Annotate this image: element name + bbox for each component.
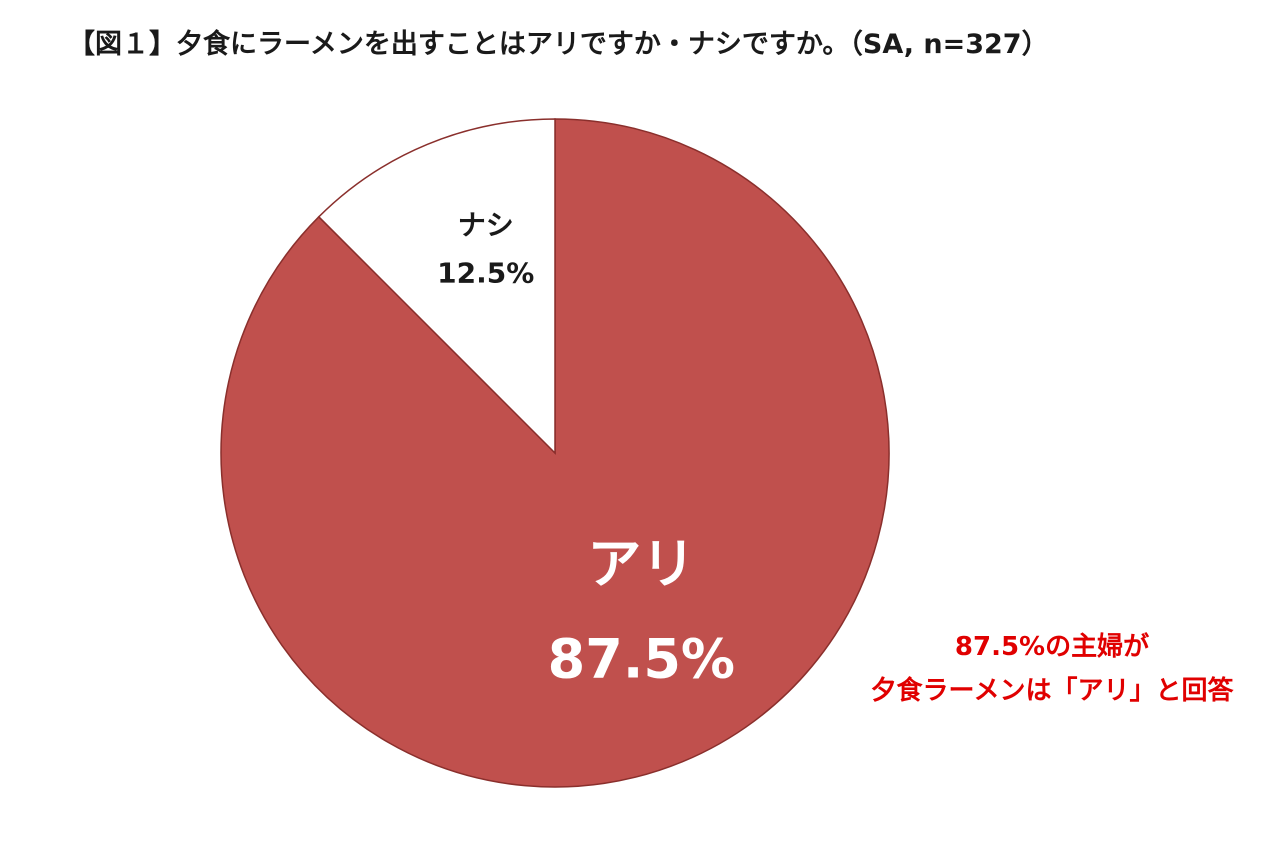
slice-label-nashi: ナシ (458, 208, 514, 241)
pie-slice-nashi (317, 118, 556, 455)
chart-title: 【図１】夕食にラーメンを出すことはアリですか・ナシですか。（SA, n=327） (68, 29, 1049, 60)
slice-value-ari: 87.5% (548, 628, 735, 691)
slice-value-nashi: 12.5% (437, 256, 534, 289)
callout-annotation: 87.5%の主婦が 夕食ラーメンは「アリ」と回答 (842, 625, 1262, 713)
slice-label-ari: アリ (587, 533, 695, 596)
callout-line-2: 夕食ラーメンは「アリ」と回答 (870, 676, 1234, 706)
callout-line-1: 87.5%の主婦が (954, 632, 1150, 662)
